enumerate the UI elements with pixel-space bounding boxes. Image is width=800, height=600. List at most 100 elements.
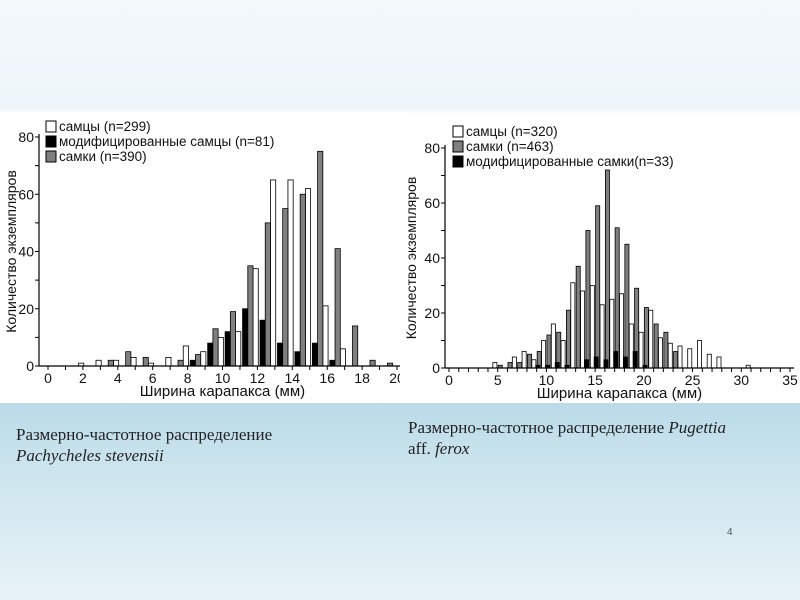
bar-2 (317, 150, 324, 367)
bar-1 (546, 334, 552, 369)
bar-0 (697, 340, 702, 369)
x-tick-label: 35 (782, 372, 798, 388)
bar-1 (517, 362, 523, 369)
bar-2 (229, 311, 236, 367)
legend-label: самки (n=390) (59, 149, 147, 164)
bar-1 (507, 362, 513, 369)
y-tick-label: 60 (424, 195, 440, 211)
x-tick-label: 14 (285, 370, 301, 386)
y-tick-label: 80 (18, 129, 34, 145)
bar-0 (609, 298, 615, 369)
x-tick-label: 25 (685, 372, 701, 388)
bar-1 (242, 308, 249, 367)
bar-0 (235, 331, 242, 367)
bar-2 (632, 351, 638, 369)
y-tick-label: 20 (424, 305, 440, 321)
bar-2 (177, 359, 184, 367)
legend-label: модифицированные самки(n=33) (466, 154, 674, 169)
right-caption-aff: aff. (408, 439, 436, 458)
bar-2 (603, 359, 609, 369)
bar-0 (217, 336, 224, 367)
x-tick-label: 16 (319, 370, 335, 386)
bar-1 (189, 359, 196, 367)
bar-2 (622, 356, 628, 369)
bar-2 (593, 356, 599, 369)
x-tick-label: 0 (445, 372, 453, 388)
legend-label: самцы (n=320) (466, 124, 558, 139)
bar-0 (492, 362, 498, 369)
bar-2 (195, 354, 202, 367)
x-tick-label: 30 (733, 372, 749, 388)
bar-0 (95, 359, 102, 367)
bar-1 (224, 331, 231, 367)
bar-0 (541, 340, 547, 369)
bar-1 (207, 342, 214, 367)
x-tick-label: 15 (587, 372, 603, 388)
y-axis-label: Количество экземпляров (403, 177, 419, 340)
bar-1 (673, 351, 679, 369)
right-caption-species: ferox (435, 439, 470, 458)
y-tick-label: 0 (26, 358, 34, 374)
bar-0 (589, 285, 595, 369)
bar-1 (311, 342, 319, 367)
bar-1 (624, 243, 630, 369)
x-tick-label: 12 (250, 370, 266, 386)
legend-swatch (452, 140, 464, 153)
bar-0 (511, 356, 517, 369)
bar-0 (521, 351, 527, 369)
legend-swatch (452, 125, 464, 138)
x-tick-label: 0 (44, 370, 52, 386)
legend-swatch (452, 155, 464, 168)
right-caption-genus: Pugettia (668, 418, 727, 437)
legend-swatch (45, 150, 57, 163)
y-tick-label: 40 (18, 244, 34, 260)
left-chart-panel: 0 2 4 6 8 10 12 14 16 18 20 0 20 40 60 80 Ширина карапак… (0, 112, 408, 403)
bar-0 (113, 359, 120, 367)
bar-0 (304, 188, 312, 367)
bar-2 (369, 359, 376, 367)
x-tick-label: 4 (114, 370, 122, 386)
bar-1 (527, 353, 532, 369)
bar-0 (130, 357, 137, 367)
bar-0 (619, 293, 624, 369)
bar-1 (575, 265, 581, 369)
legend-label: самцы (n=299) (59, 119, 151, 134)
bar-0 (322, 305, 329, 367)
bar-0 (677, 345, 683, 369)
x-tick-label: 18 (354, 370, 370, 386)
bar-2 (107, 359, 114, 367)
bar-2 (554, 362, 560, 369)
y-tick-label: 80 (424, 140, 440, 156)
bar-2 (352, 325, 359, 367)
bar-0 (252, 268, 259, 367)
page-number: 4 (727, 527, 733, 538)
bar-2 (247, 265, 254, 367)
x-tick-label: 5 (494, 372, 502, 388)
bar-1 (663, 331, 669, 369)
bar-1 (653, 323, 659, 369)
y-tick-label: 60 (18, 186, 34, 202)
bar-0 (550, 323, 556, 369)
bar-0 (165, 357, 172, 367)
bar-2 (264, 222, 271, 367)
left-caption-line1: Размерно-частотное распределение (16, 425, 273, 444)
left-caption: Размерно-частотное распределение Pachych… (16, 424, 272, 466)
bar-1 (259, 319, 266, 367)
x-axis-label: Ширина карапакса (мм) (537, 385, 702, 402)
y-axis-label: Количество экземпляров (3, 170, 19, 333)
left-caption-species: Pachycheles stevensii (16, 446, 164, 465)
right-histogram: 0 5 10 15 20 25 30 35 0 20 40 60 80 Ширина карапакса … (403, 124, 798, 402)
bar-0 (182, 345, 189, 367)
legend-swatch (45, 135, 57, 148)
bar-1 (595, 205, 601, 369)
bar-1 (566, 309, 571, 369)
bar-0 (339, 348, 346, 367)
bar-1 (604, 169, 610, 369)
bar-0 (716, 356, 722, 369)
y-tick-label: 40 (424, 250, 440, 266)
bar-0 (638, 331, 644, 369)
bar-0 (287, 179, 294, 367)
bar-1 (585, 230, 591, 369)
bar-2 (212, 328, 219, 367)
